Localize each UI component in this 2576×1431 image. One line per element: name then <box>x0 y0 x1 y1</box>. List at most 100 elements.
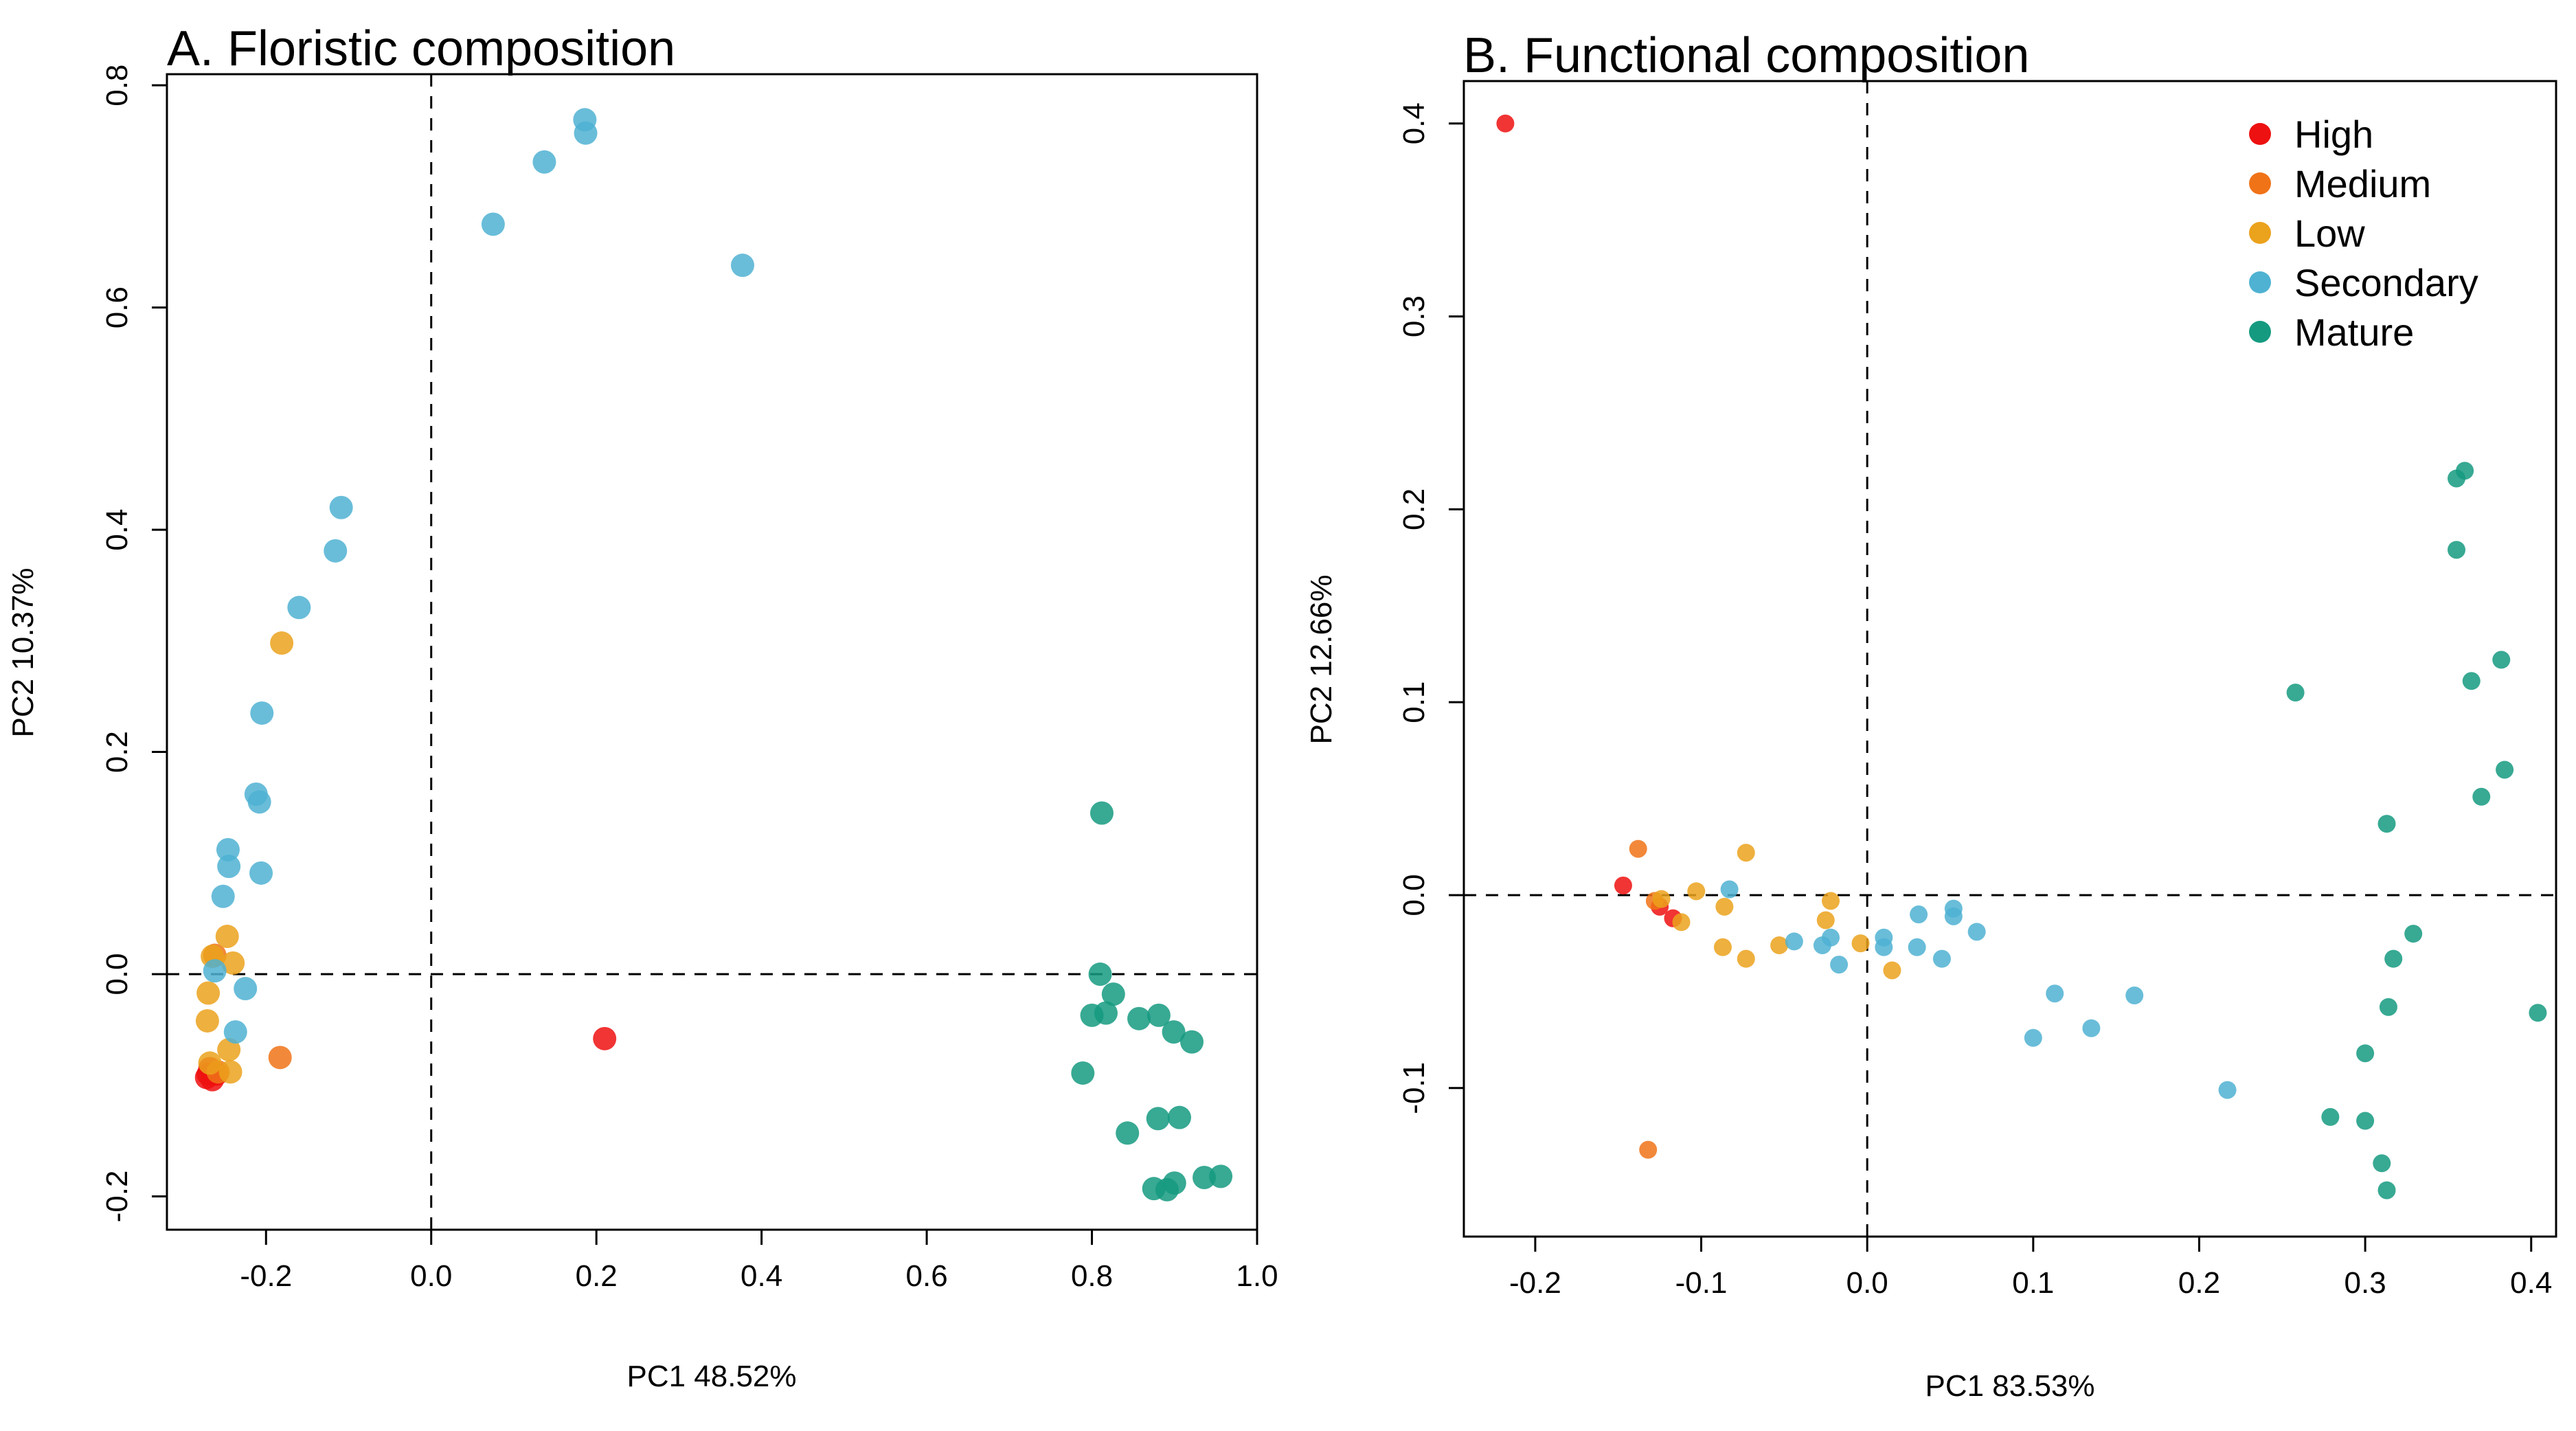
panel-b-point-secondary <box>1822 928 1840 947</box>
panel-a-point-low <box>217 1037 241 1061</box>
panel-b-point-secondary <box>1908 938 1926 956</box>
panel-a-plot-frame <box>166 73 1258 1231</box>
panel-a-x-tick-label: 0.6 <box>906 1259 948 1293</box>
panel-a-point-high <box>593 1026 617 1050</box>
panel-a-ticks: -0.2 0.0 0.2 0.4 0.6 0.8 1.0 -0.2 0.0 0.2 0.4 0.6 0.… <box>100 65 1278 1293</box>
panel-a-point-secondary <box>247 790 271 814</box>
panel-b-point-medium <box>1639 1140 1658 1159</box>
panel-b-point-low <box>1883 961 1901 980</box>
panel-b-point-secondary <box>2125 986 2144 1004</box>
panel-b-x-tick-label: 0.1 <box>2012 1266 2054 1300</box>
panel-b-ticks: -0.2 -0.1 0.0 0.1 0.2 0.3 0.4 -0.1 0.0 0.1 0.2 0.3 0… <box>1397 102 2552 1300</box>
panel-b-point-mature <box>2356 1112 2375 1130</box>
legend-marker-high <box>2249 123 2271 145</box>
panel-a-point-secondary <box>324 539 348 563</box>
panel-b-x-tick-label: 0.4 <box>2510 1266 2552 1300</box>
panel-a-y-tick-label: 0.8 <box>100 65 134 106</box>
panel-b-point-mature <box>2472 787 2491 806</box>
panel-b-x-tick-label: 0.3 <box>2345 1266 2386 1300</box>
panel-a-point-mature <box>1101 982 1125 1006</box>
panel-a-point-secondary <box>223 1020 247 1044</box>
panel-a-point-secondary <box>203 959 227 983</box>
panel-b-point-mature <box>2448 469 2466 488</box>
panel-b-point-low <box>1687 882 1706 901</box>
panel-b-point-mature <box>2492 651 2511 669</box>
panel-a-point-mature <box>1088 962 1112 987</box>
panel-b-point-secondary <box>1720 880 1739 899</box>
panel-b-point-high <box>1614 876 1632 894</box>
panel-b-y-axis-label: PC2 12.66% <box>1304 574 1338 744</box>
panel-b-point-mature <box>2496 760 2514 779</box>
panel-b-x-tick-label: 0.0 <box>1846 1266 1888 1300</box>
legend-marker-secondary <box>2249 271 2271 293</box>
panel-a-point-mature <box>1116 1121 1140 1145</box>
panel-a-point-mature <box>1180 1030 1204 1054</box>
panel-a-y-tick-label: -0.2 <box>100 1171 134 1223</box>
panel-a-point-secondary <box>234 977 258 1001</box>
panel-b-y-tick-label: 0.4 <box>1397 102 1431 144</box>
panel-b-point-secondary <box>1967 923 1986 941</box>
panel-b-point-secondary <box>2046 984 2064 1003</box>
panel-b-point-mature <box>2286 684 2305 702</box>
panel-b-point-low <box>1715 897 1734 916</box>
panel-b-point-secondary <box>1910 905 1928 924</box>
panel-a-points <box>194 108 1233 1202</box>
panel-b-title: B. Functional composition <box>1463 28 2029 83</box>
legend-label-medium: Medium <box>2294 162 2431 205</box>
panel-a-point-low <box>215 925 239 949</box>
panel-a-point-mature <box>1155 1178 1179 1202</box>
legend-marker-low <box>2249 222 2271 244</box>
panel-b-point-low <box>1672 913 1691 932</box>
panel-b-points <box>1496 114 2547 1199</box>
panel-a-point-low <box>270 631 294 655</box>
panel-a-point-secondary <box>217 855 241 879</box>
panel-b-point-mature <box>2373 1154 2391 1173</box>
panel-a-x-tick-label: 0.4 <box>741 1259 782 1293</box>
legend-label-high: High <box>2294 113 2373 156</box>
panel-b-x-tick-label: -0.2 <box>1509 1266 1561 1300</box>
legend-label-mature: Mature <box>2294 311 2414 354</box>
panel-a-point-secondary <box>481 212 505 236</box>
panel-b-plot-frame <box>1462 80 2557 1238</box>
panel-a-point-low <box>221 951 245 975</box>
panel-b-y-tick-label: 0.0 <box>1397 874 1431 916</box>
panel-b-point-secondary <box>1944 907 1963 925</box>
panel-a-point-low <box>218 1060 242 1084</box>
panel-a-point-mature <box>1146 1003 1171 1027</box>
panel-b-point-secondary <box>2024 1028 2042 1047</box>
panel-a-x-tick-label: 1.0 <box>1236 1259 1278 1293</box>
panel-b-point-low <box>1652 890 1671 908</box>
panel-b-point-low <box>1816 911 1835 929</box>
panel-a-point-secondary <box>287 596 311 620</box>
panel-b-functional: B. Functional composition PC1 83.53% PC2… <box>1304 28 2557 1403</box>
panel-b-point-mature <box>2448 541 2466 559</box>
panel-b-point-mature <box>2377 815 2396 833</box>
panel-a-point-secondary <box>532 150 556 174</box>
panel-b-x-tick-label: -0.1 <box>1675 1266 1728 1300</box>
panel-a-point-mature <box>1089 801 1114 825</box>
panel-a-x-tick-label: 0.2 <box>576 1259 618 1293</box>
panel-b-point-low <box>1737 844 1755 862</box>
panel-a-point-medium <box>268 1046 292 1070</box>
panel-b-point-secondary <box>1932 949 1951 968</box>
panel-a-floristic: A. Floristic composition PC1 48.52% PC2 … <box>6 21 1278 1393</box>
panel-a-y-axis-label: PC2 10.37% <box>6 567 40 737</box>
panel-b-point-secondary <box>2218 1081 2237 1099</box>
panel-a-point-secondary <box>211 884 235 908</box>
panel-b-y-tick-label: 0.2 <box>1397 488 1431 530</box>
panel-b-y-tick-label: 0.3 <box>1397 295 1431 337</box>
panel-b-y-tick-label: 0.1 <box>1397 681 1431 723</box>
panel-a-y-tick-label: 0.6 <box>100 286 134 328</box>
legend-label-low: Low <box>2294 212 2365 255</box>
panel-b-point-high <box>1496 114 1515 133</box>
panel-a-point-mature <box>1094 1001 1118 1025</box>
panel-b-point-mature <box>2384 949 2403 968</box>
panel-a-point-secondary <box>250 701 274 725</box>
panel-b-x-axis-label: PC1 83.53% <box>1925 1369 2094 1403</box>
panel-a-point-secondary <box>329 495 353 519</box>
panel-a-point-secondary <box>730 253 754 278</box>
panel-b-y-tick-label: -0.1 <box>1397 1062 1431 1114</box>
panel-b-point-mature <box>2379 998 2397 1016</box>
panel-a-y-tick-label: 0.2 <box>100 731 134 773</box>
